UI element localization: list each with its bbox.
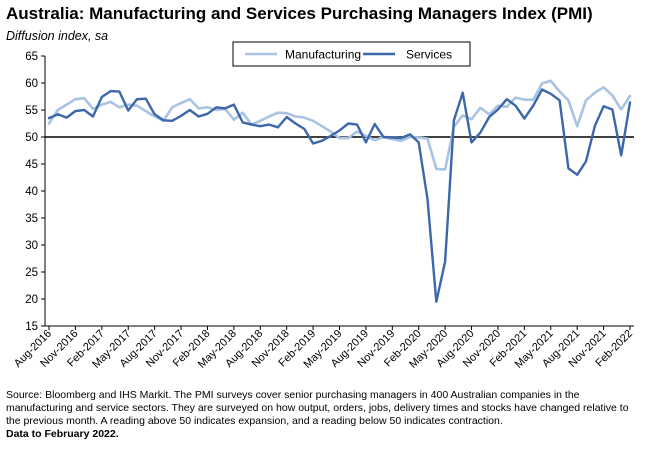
y-tick-label: 55 [25, 105, 38, 117]
y-tick-label: 65 [25, 51, 38, 63]
y-tick-label: 60 [25, 78, 38, 90]
y-tick-label: 50 [25, 132, 38, 144]
data-note: Data to February 2022. [6, 428, 119, 440]
y-tick-label: 20 [25, 294, 38, 306]
source-note: Source: Bloomberg and IHS Markit. The PM… [6, 389, 629, 427]
legend-label-services: Services [406, 48, 452, 62]
y-tick-label: 35 [25, 213, 38, 225]
chart-subtitle: Diffusion index, sa [6, 29, 109, 43]
chart-footer: Source: Bloomberg and IHS Markit. The PM… [6, 389, 642, 441]
chart-title: Australia: Manufacturing and Services Pu… [6, 4, 593, 23]
legend-label-manufacturing: Manufacturing [285, 48, 361, 62]
y-tick-label: 40 [25, 186, 38, 198]
y-tick-label: 30 [25, 240, 38, 252]
pmi-line-chart: 1520253035404550556065Aug-2016Nov-2016Fe… [12, 41, 635, 371]
y-tick-label: 15 [25, 321, 38, 333]
series-line-services [47, 88, 632, 303]
series-line-manufacturing [47, 79, 632, 171]
y-tick-label: 25 [25, 267, 38, 279]
y-tick-label: 45 [25, 159, 38, 171]
